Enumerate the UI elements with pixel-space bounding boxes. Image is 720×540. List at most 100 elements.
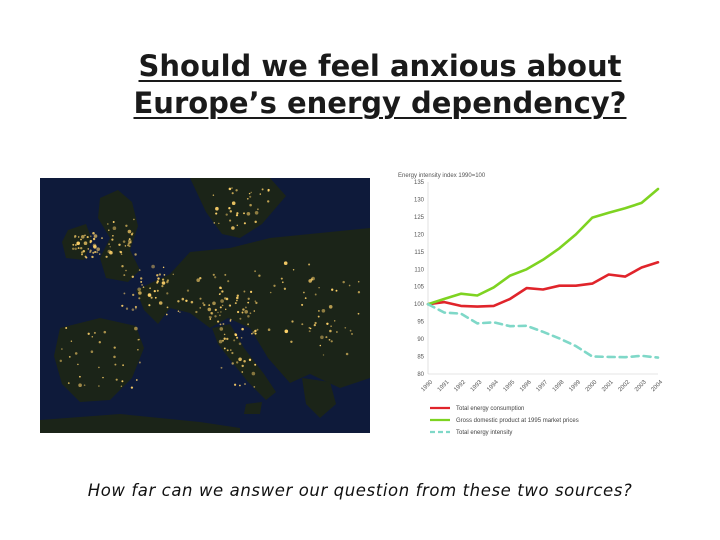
city-light — [234, 302, 237, 305]
city-light — [94, 250, 97, 254]
city-light — [283, 287, 287, 290]
city-light — [156, 274, 159, 277]
city-light — [244, 383, 246, 385]
city-light — [219, 314, 221, 317]
x-tick-label: 1997 — [535, 379, 549, 393]
city-light — [98, 253, 101, 255]
city-light — [120, 253, 123, 255]
city-light — [218, 222, 220, 225]
city-light — [101, 237, 103, 240]
city-light — [122, 240, 126, 243]
city-light — [129, 241, 132, 244]
city-light — [348, 284, 351, 287]
city-light — [331, 288, 334, 291]
city-light — [163, 274, 166, 276]
city-light — [98, 385, 100, 387]
city-light — [220, 366, 223, 369]
city-light — [166, 306, 169, 309]
x-tick-label: 1993 — [470, 379, 484, 393]
city-light — [254, 270, 257, 273]
city-light — [225, 213, 228, 216]
city-light — [74, 352, 78, 355]
city-light — [254, 363, 257, 366]
city-light — [357, 312, 360, 315]
series-lines — [426, 187, 660, 359]
city-light — [238, 357, 242, 362]
city-light — [120, 385, 123, 388]
city-light — [325, 336, 328, 339]
city-light — [349, 329, 352, 332]
city-light — [220, 287, 222, 289]
city-light — [113, 355, 116, 359]
y-tick-label: 100 — [414, 302, 425, 308]
y-tick-label: 105 — [414, 285, 425, 291]
city-light — [131, 275, 134, 278]
y-tick-label: 110 — [414, 267, 424, 273]
city-light — [140, 277, 143, 280]
city-light — [239, 317, 242, 320]
city-light — [132, 293, 135, 297]
city-light — [223, 347, 226, 350]
city-light — [236, 212, 239, 215]
city-light — [215, 206, 219, 211]
city-light — [228, 207, 231, 210]
city-light — [314, 293, 317, 296]
city-light — [231, 187, 233, 189]
city-light — [190, 300, 194, 304]
city-light — [154, 296, 157, 299]
city-light — [130, 386, 134, 389]
city-light — [115, 378, 118, 381]
city-light — [109, 250, 113, 255]
city-light — [151, 264, 155, 269]
x-tick-label: 2000 — [585, 379, 599, 393]
europe-night-lights-image — [40, 178, 370, 433]
city-light — [92, 237, 96, 241]
city-light — [166, 292, 169, 295]
city-light — [236, 296, 239, 300]
city-light — [98, 366, 100, 369]
city-light — [225, 297, 229, 301]
city-light — [82, 249, 86, 253]
series-line-2 — [426, 187, 660, 306]
city-light — [105, 255, 108, 258]
city-light — [179, 311, 181, 313]
city-light — [227, 280, 230, 283]
city-light — [231, 362, 234, 365]
city-light — [218, 293, 221, 296]
city-light — [248, 358, 252, 362]
city-light — [134, 326, 138, 331]
city-light — [67, 382, 70, 384]
city-light — [319, 344, 322, 347]
city-light — [93, 234, 98, 238]
city-light — [243, 359, 246, 363]
city-light — [166, 279, 170, 282]
energy-intensity-chart: Energy intensity index 1990=100 80 85 90 95… — [368, 168, 670, 440]
city-light — [236, 294, 239, 297]
city-light — [236, 361, 239, 364]
city-light — [301, 323, 304, 326]
city-light — [210, 312, 214, 315]
city-light — [140, 280, 143, 283]
city-light — [165, 313, 168, 316]
city-light — [236, 224, 239, 227]
city-light — [229, 210, 233, 213]
city-light — [318, 286, 320, 289]
city-light — [65, 327, 68, 329]
y-tick-label: 80 — [417, 372, 424, 378]
city-light — [138, 269, 141, 271]
city-light — [235, 189, 238, 192]
city-light — [121, 264, 124, 268]
city-light — [185, 299, 188, 303]
legend-label: Total energy intensity — [456, 430, 512, 436]
city-light — [127, 244, 129, 247]
land-continent — [136, 228, 370, 388]
city-light — [241, 371, 244, 373]
city-light — [113, 346, 116, 349]
city-light — [234, 333, 238, 337]
y-tick-label: 120 — [414, 232, 425, 238]
city-light — [220, 299, 224, 303]
x-tick-label: 1992 — [453, 379, 467, 393]
x-tick-labels: 1990 1991 1992 1993 1994 1995 1996 1997 1998 1999… — [420, 379, 664, 393]
city-light — [258, 274, 261, 277]
city-light — [112, 226, 117, 230]
